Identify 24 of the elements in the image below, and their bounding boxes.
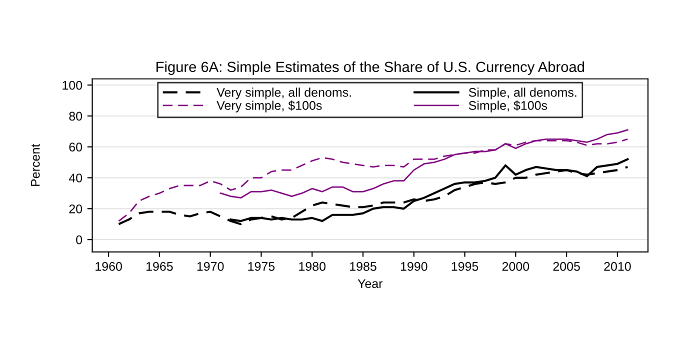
x-tick-label: 1995 <box>452 262 478 271</box>
x-tick-label: 2000 <box>502 262 530 271</box>
x-tick-label: 1990 <box>400 262 428 271</box>
chart-title: Figure 6A: Simple Estimates of the Share of U.S. Currency Abroad <box>156 61 584 75</box>
x-tick-label: 1960 <box>96 262 122 271</box>
y-tick-label: 60 <box>69 142 82 152</box>
x-tick-label: 2005 <box>553 262 580 271</box>
x-tick-label: 1985 <box>350 262 376 271</box>
legend-label: Very simple, all denoms. <box>216 88 351 100</box>
x-tick-label: 1965 <box>146 262 173 271</box>
y-tick-label: 0 <box>76 235 82 244</box>
y-tick-label: 20 <box>69 204 82 214</box>
y-tick-label: 80 <box>69 112 82 121</box>
x-axis-title: Year <box>358 279 383 288</box>
x-tick-label: 2010 <box>604 262 631 271</box>
y-axis-title: Percent <box>31 144 40 186</box>
x-tick-label: 1980 <box>299 262 326 271</box>
y-tick-label: 100 <box>62 80 82 90</box>
legend-label: Very simple, $100s <box>216 100 322 112</box>
x-tick-label: 1970 <box>197 262 224 271</box>
legend-label: Simple, all denoms. <box>468 88 576 100</box>
x-tick-label: 1975 <box>248 262 275 271</box>
y-tick-label: 40 <box>68 174 82 182</box>
legend-label: Simple, $100s <box>468 100 548 112</box>
